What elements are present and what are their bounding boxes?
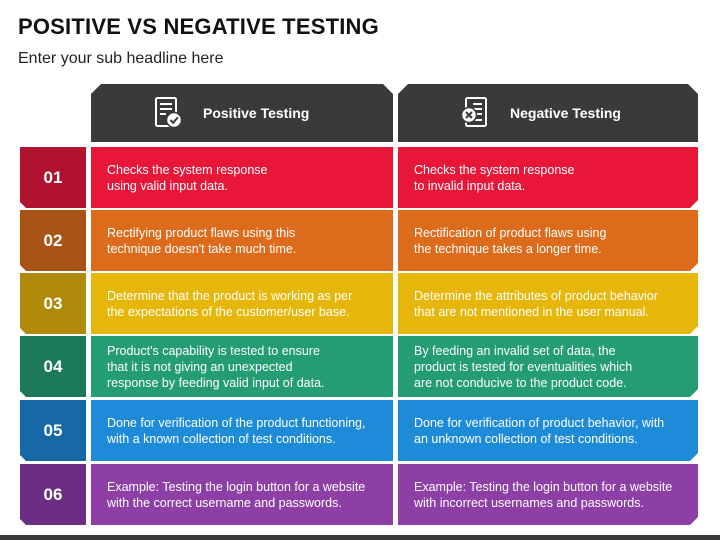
positive-testing-header: Positive Testing — [91, 84, 393, 142]
row-number: 05 — [20, 400, 86, 461]
row-number: 06 — [20, 464, 86, 525]
document-check-icon — [153, 96, 183, 130]
positive-cell: Determine that the product is working as… — [91, 273, 393, 334]
negative-cell: Rectification of product flaws using the… — [398, 210, 698, 271]
page-subtitle: Enter your sub headline here — [18, 50, 224, 67]
document-cross-icon — [460, 96, 490, 130]
negative-cell: Determine the attributes of product beha… — [398, 273, 698, 334]
negative-cell: Example: Testing the login button for a … — [398, 464, 698, 525]
row-number: 03 — [20, 273, 86, 334]
positive-cell: Rectifying product flaws using this tech… — [91, 210, 393, 271]
negative-cell: By feeding an invalid set of data, the p… — [398, 336, 698, 397]
negative-cell: Done for verification of product behavio… — [398, 400, 698, 461]
negative-testing-header: Negative Testing — [398, 84, 698, 142]
positive-cell: Example: Testing the login button for a … — [91, 464, 393, 525]
row-number: 01 — [20, 147, 86, 208]
positive-cell: Product's capability is tested to ensure… — [91, 336, 393, 397]
row-number: 04 — [20, 336, 86, 397]
bottom-bar — [0, 535, 720, 540]
positive-cell: Checks the system response using valid i… — [91, 147, 393, 208]
positive-testing-label: Positive Testing — [203, 105, 310, 121]
positive-cell: Done for verification of the product fun… — [91, 400, 393, 461]
row-number: 02 — [20, 210, 86, 271]
negative-testing-label: Negative Testing — [510, 105, 621, 121]
page-title: POSITIVE VS NEGATIVE TESTING — [18, 14, 379, 39]
negative-cell: Checks the system response to invalid in… — [398, 147, 698, 208]
